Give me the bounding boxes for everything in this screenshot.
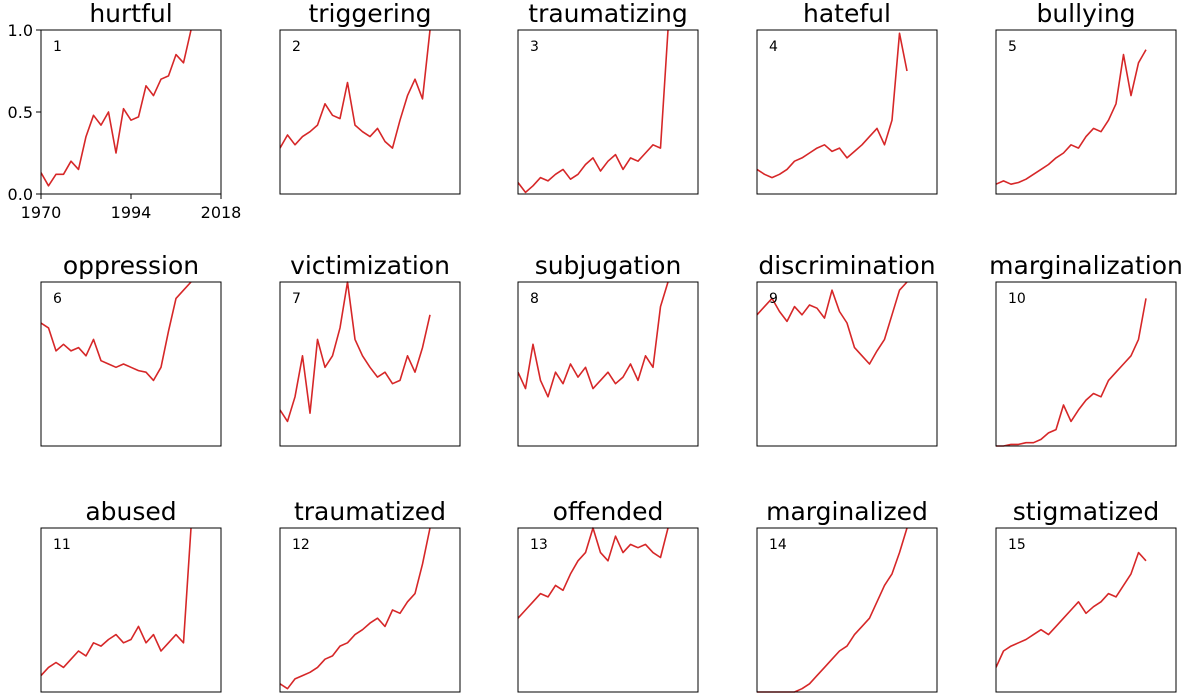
axes-frame <box>279 527 461 693</box>
axes-frame <box>517 281 699 447</box>
panel-title: triggering <box>308 0 431 28</box>
series-line <box>996 298 1147 447</box>
axes-frame <box>40 281 222 447</box>
panel-number: 4 <box>769 39 778 55</box>
series-line <box>41 527 192 677</box>
panel-number: 12 <box>292 537 310 553</box>
axes-frame <box>517 29 699 195</box>
y-tick-label: 0.0 <box>8 185 33 204</box>
x-tick-label: 2018 <box>201 203 242 222</box>
panel-number: 7 <box>292 291 301 307</box>
x-tick-label: 1994 <box>111 203 152 222</box>
panel-title: offended <box>553 497 664 526</box>
y-tick-label: 1.0 <box>8 21 33 40</box>
series-line <box>280 281 431 423</box>
series-line <box>996 551 1147 668</box>
panel-title: oppression <box>63 251 199 280</box>
y-tick-label: 0.5 <box>8 103 33 122</box>
axes-frame <box>756 281 938 447</box>
panel-title: traumatized <box>294 497 446 526</box>
panel-title: marginalization <box>989 251 1181 280</box>
axes-frame <box>995 281 1177 447</box>
series-line <box>996 49 1147 185</box>
panel-number: 9 <box>769 291 778 307</box>
axes-frame <box>756 29 938 195</box>
panel-title: subjugation <box>535 251 682 280</box>
panel-title: discrimination <box>758 251 935 280</box>
panel-number: 14 <box>769 537 787 553</box>
panel-title: marginalized <box>766 497 928 526</box>
series-line <box>757 32 908 179</box>
series-line <box>41 29 192 187</box>
panel-number: 11 <box>53 537 71 553</box>
axes-frame <box>279 281 461 447</box>
series-line <box>280 527 431 690</box>
axes-frame <box>756 527 938 693</box>
x-tick-label: 1970 <box>21 203 62 222</box>
panel-title: stigmatized <box>1013 497 1159 526</box>
panel-number: 10 <box>1008 291 1026 307</box>
panel-number: 13 <box>530 537 548 553</box>
panel-title: abused <box>85 497 176 526</box>
axes-frame <box>517 527 699 693</box>
axes-frame <box>995 29 1177 195</box>
panel-title: hateful <box>803 0 891 28</box>
panel-number: 5 <box>1008 39 1017 55</box>
panel-number: 3 <box>530 39 539 55</box>
axes-frame <box>40 527 222 693</box>
series-line <box>518 29 669 194</box>
series-line <box>757 281 908 365</box>
panel-number: 15 <box>1008 537 1026 553</box>
axes-frame <box>995 527 1177 693</box>
panel-title: bullying <box>1036 0 1135 28</box>
series-line <box>280 29 431 149</box>
panel-title: traumatizing <box>528 0 687 28</box>
panel-number: 1 <box>53 39 62 55</box>
series-line <box>41 281 192 382</box>
axes-frame <box>279 29 461 195</box>
panel-title: victimization <box>290 251 450 280</box>
panel-number: 8 <box>530 291 539 307</box>
panel-number: 6 <box>53 291 62 307</box>
panel-number: 2 <box>292 39 301 55</box>
panel-title: hurtful <box>89 0 172 28</box>
series-line <box>518 281 669 398</box>
